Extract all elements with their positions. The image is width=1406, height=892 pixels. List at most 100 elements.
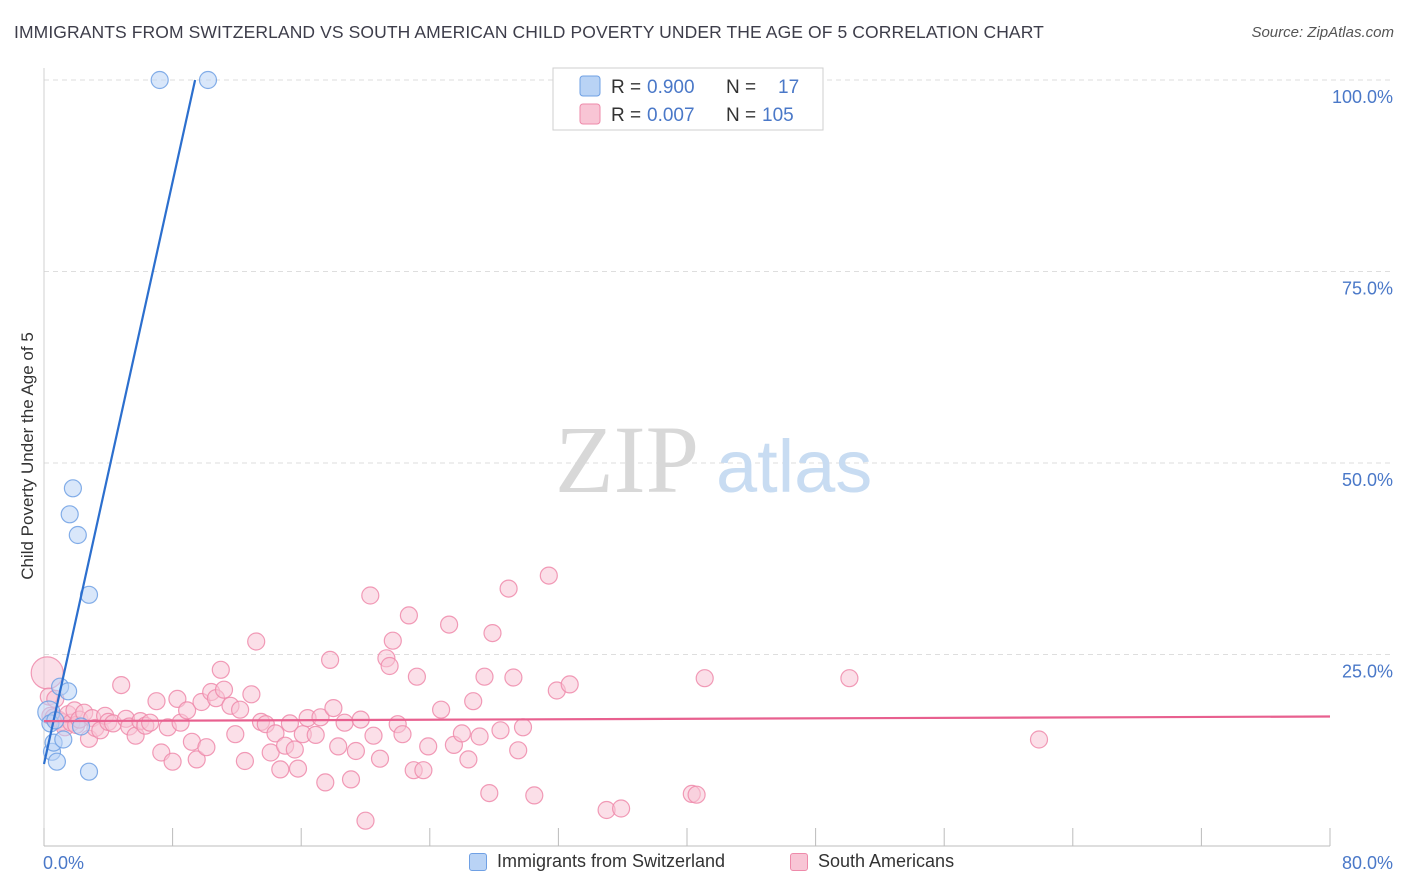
point-south-americans-73 bbox=[370, 749, 390, 768]
stats-legend-n-label-switzerland: N = bbox=[726, 77, 756, 98]
point-south-americans-97 bbox=[509, 741, 528, 760]
trend-layer bbox=[42, 79, 1331, 765]
point-south-americans-104 bbox=[611, 799, 631, 818]
point-south-americans-81 bbox=[407, 667, 426, 686]
legend-item-switzerland[interactable]: Immigrants from Switzerland bbox=[469, 851, 725, 872]
point-south-americans-27 bbox=[141, 713, 160, 732]
point-south-americans-64 bbox=[324, 698, 343, 718]
point-south-americans-108 bbox=[840, 669, 859, 688]
y-tick-label-2: 75.0% bbox=[1342, 279, 1393, 299]
point-south-americans-21 bbox=[112, 675, 131, 695]
point-south-americans-65 bbox=[329, 737, 348, 756]
point-south-americans-85 bbox=[440, 615, 459, 634]
point-switzerland-12 bbox=[71, 717, 91, 736]
point-south-americans-100 bbox=[539, 566, 558, 585]
legend-label-south-americans: South Americans bbox=[818, 851, 955, 871]
point-south-americans-72 bbox=[364, 726, 383, 745]
trend-line-switzerland bbox=[42, 79, 197, 765]
point-south-americans-109 bbox=[1029, 730, 1049, 749]
point-south-americans-67 bbox=[341, 770, 361, 789]
y-tick-label-1: 50.0% bbox=[1342, 470, 1393, 490]
stats-legend-n-label-south-americans: N = bbox=[726, 105, 756, 126]
point-south-americans-102 bbox=[560, 675, 579, 694]
point-south-americans-44 bbox=[226, 725, 245, 744]
point-south-americans-45 bbox=[231, 700, 250, 719]
point-south-americans-53 bbox=[271, 760, 290, 779]
point-south-americans-75 bbox=[380, 656, 399, 676]
point-south-americans-68 bbox=[346, 741, 365, 761]
point-south-americans-62 bbox=[316, 773, 335, 792]
point-switzerland-9 bbox=[60, 505, 79, 524]
point-south-americans-83 bbox=[419, 737, 438, 756]
point-south-americans-99 bbox=[525, 786, 544, 805]
point-south-americans-93 bbox=[483, 623, 502, 643]
stats-legend-r-value-switzerland: 0.900 bbox=[647, 77, 695, 98]
point-switzerland-14 bbox=[79, 762, 99, 781]
chart-title: IMMIGRANTS FROM SWITZERLAND VS SOUTH AME… bbox=[14, 22, 1044, 42]
series-legend: Immigrants from Switzerland South Americ… bbox=[0, 851, 1406, 879]
point-south-americans-94 bbox=[491, 721, 510, 740]
stats-legend-swatch-south-americans bbox=[579, 103, 601, 125]
point-south-americans-28 bbox=[147, 692, 166, 711]
x-tick-label-max: 80.0% bbox=[1342, 853, 1393, 873]
stats-legend-r-label-south-americans: R = bbox=[611, 105, 641, 126]
point-south-americans-95 bbox=[499, 579, 518, 598]
point-south-americans-47 bbox=[242, 685, 261, 704]
y-tick-label-3: 100.0% bbox=[1332, 87, 1393, 107]
point-south-americans-46 bbox=[235, 751, 254, 771]
stats-legend-r-value-south-americans: 0.007 bbox=[647, 105, 695, 126]
legend-item-south-americans[interactable]: South Americans bbox=[790, 851, 954, 872]
point-south-americans-88 bbox=[459, 750, 478, 769]
point-south-americans-70 bbox=[356, 811, 375, 830]
point-south-americans-79 bbox=[399, 606, 418, 625]
stats-legend-r-label-switzerland: R = bbox=[611, 77, 641, 98]
point-south-americans-106 bbox=[687, 785, 706, 804]
point-south-americans-76 bbox=[383, 631, 402, 650]
point-south-americans-61 bbox=[311, 708, 330, 727]
point-switzerland-10 bbox=[63, 479, 83, 498]
point-south-americans-52 bbox=[266, 724, 285, 743]
watermark-zip: ZIP bbox=[555, 406, 699, 513]
point-south-americans-66 bbox=[335, 713, 354, 732]
point-south-americans-31 bbox=[163, 752, 182, 771]
point-south-americans-84 bbox=[432, 700, 451, 719]
point-south-americans-90 bbox=[470, 727, 489, 746]
legend-swatch-switzerland bbox=[469, 852, 487, 871]
watermark-atlas: atlas bbox=[716, 425, 872, 508]
point-south-americans-63 bbox=[321, 650, 340, 670]
point-switzerland-7 bbox=[54, 730, 73, 749]
point-south-americans-91 bbox=[475, 667, 494, 686]
point-south-americans-34 bbox=[178, 701, 197, 720]
y-tick-label-0: 25.0% bbox=[1342, 662, 1393, 682]
points-layer bbox=[30, 70, 1049, 830]
point-south-americans-82 bbox=[414, 761, 433, 780]
stats-legend-n-value-switzerland: 17 bbox=[778, 77, 799, 98]
trend-line-south-americans bbox=[43, 715, 1331, 723]
point-switzerland-5 bbox=[47, 752, 67, 771]
stats-legend-n-value-south-americans: 105 bbox=[762, 105, 794, 126]
point-south-americans-60 bbox=[306, 725, 325, 745]
watermark: ZIP atlas bbox=[555, 406, 872, 513]
legend-label-switzerland: Immigrants from Switzerland bbox=[497, 851, 726, 871]
point-switzerland-11 bbox=[68, 525, 87, 545]
source-credit: Source: ZipAtlas.com bbox=[1251, 24, 1394, 41]
point-south-americans-42 bbox=[214, 680, 234, 699]
tick-label-layer: 25.0% 50.0% 75.0% 100.0% 0.0% 80.0% bbox=[43, 87, 1393, 873]
point-south-americans-38 bbox=[197, 738, 216, 757]
point-south-americans-48 bbox=[247, 632, 266, 651]
point-south-americans-41 bbox=[211, 660, 230, 679]
point-south-americans-56 bbox=[285, 740, 304, 759]
point-south-americans-98 bbox=[513, 718, 533, 737]
point-south-americans-107 bbox=[695, 669, 714, 688]
stats-legend-swatch-switzerland bbox=[579, 75, 601, 97]
point-south-americans-71 bbox=[361, 586, 380, 605]
stats-legend: R = 0.900 N = 17 R = 0.007 N = 105 bbox=[552, 67, 824, 131]
point-south-americans-96 bbox=[504, 668, 523, 687]
point-south-americans-87 bbox=[452, 724, 471, 743]
point-switzerland-15 bbox=[150, 70, 169, 90]
point-south-americans-89 bbox=[464, 692, 483, 711]
point-south-americans-92 bbox=[480, 783, 499, 803]
point-south-americans-78 bbox=[393, 725, 412, 744]
point-switzerland-16 bbox=[198, 70, 218, 90]
